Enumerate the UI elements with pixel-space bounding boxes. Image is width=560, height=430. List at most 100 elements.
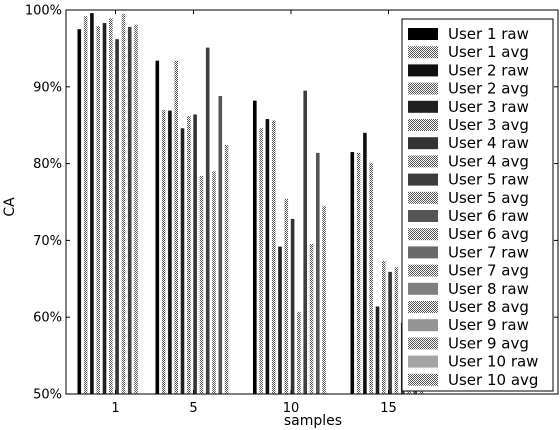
legend-label: User 5 avg [448, 189, 529, 207]
legend-swatch [408, 137, 438, 150]
bar [90, 13, 94, 394]
bar [271, 120, 276, 394]
bar [284, 198, 289, 394]
bar [180, 128, 185, 394]
y-tick-label: 70% [33, 234, 62, 249]
y-tick-label: 50% [33, 388, 62, 403]
bar [212, 171, 216, 394]
legend-swatch [408, 319, 438, 332]
bar [265, 119, 270, 394]
legend-swatch [408, 191, 438, 204]
bar [303, 90, 307, 394]
legend-swatch [408, 82, 438, 95]
bar [174, 60, 178, 394]
bar [290, 218, 295, 394]
legend-swatch [408, 228, 438, 241]
bar [187, 115, 191, 394]
x-tick-label: 1 [111, 401, 119, 416]
bar [127, 26, 132, 395]
legend-swatch [408, 28, 438, 40]
bar [77, 29, 82, 394]
legend-swatch [408, 282, 438, 295]
y-tick-label: 90% [33, 80, 62, 95]
bar [278, 246, 282, 394]
legend-label: User 6 avg [448, 225, 529, 243]
legend-label: User 1 raw [448, 25, 529, 43]
legend-swatch [408, 264, 438, 277]
y-tick-label: 60% [33, 311, 62, 326]
bar [109, 18, 113, 394]
legend-label: User 10 raw [448, 353, 538, 371]
legend-label: User 7 raw [448, 243, 529, 261]
bar [134, 24, 138, 395]
x-tick-label: 15 [380, 401, 397, 416]
legend-label: User 2 avg [448, 80, 529, 98]
legend-swatch [408, 246, 438, 259]
legend-swatch [408, 173, 438, 186]
legend-label: User 9 raw [448, 316, 529, 334]
x-axis: 1 5 10 15 [111, 10, 397, 416]
plot-frame [65, 9, 559, 395]
legend-swatch [408, 46, 438, 59]
bar [205, 47, 210, 394]
bar [297, 311, 301, 394]
bar [309, 244, 314, 394]
bar [218, 96, 223, 395]
y-axis: 50% 60% 70% 80% 90% 100% [25, 4, 558, 403]
bar [96, 26, 100, 394]
legend-label: User 8 raw [448, 280, 529, 298]
bar [369, 162, 373, 394]
legend-swatch [408, 337, 438, 350]
legend-swatch [408, 100, 438, 113]
bars-layer [77, 13, 424, 395]
bar [199, 175, 204, 394]
bar [224, 145, 229, 394]
bar [363, 132, 367, 394]
legend-label: User 5 raw [448, 171, 529, 189]
bar [350, 152, 355, 394]
legend-swatch [408, 301, 438, 313]
legend-label: User 8 avg [448, 298, 529, 316]
bar [322, 205, 326, 394]
y-tick-label: 100% [25, 4, 62, 19]
bar [356, 152, 361, 394]
bar [394, 267, 399, 394]
legend-label: User 6 raw [448, 207, 529, 225]
legend-label: User 1 avg [448, 43, 529, 61]
bar [375, 306, 380, 394]
legend-swatch [408, 155, 438, 168]
bar [193, 114, 197, 394]
bar [115, 39, 119, 395]
bar [102, 23, 107, 395]
x-tick-label: 5 [189, 401, 197, 416]
y-tick-label: 80% [33, 157, 62, 172]
bar [121, 13, 126, 395]
legend-label: User 9 avg [448, 334, 529, 352]
bar [316, 152, 320, 394]
bar [388, 271, 392, 394]
x-tick-label: 10 [283, 401, 300, 416]
bar [382, 261, 386, 394]
bar [161, 109, 166, 394]
legend-label: User 3 avg [448, 116, 529, 134]
bar [253, 100, 257, 395]
bar [168, 110, 172, 395]
legend-label: User 4 avg [448, 152, 529, 170]
legend-swatch [408, 119, 438, 131]
bar [83, 16, 88, 394]
y-axis-label: CA [2, 197, 18, 217]
legend-label: User 3 raw [448, 98, 529, 116]
legend-label: User 4 raw [448, 134, 529, 152]
legend-swatch [408, 373, 438, 386]
legend-swatch [408, 64, 438, 77]
legend-swatch [408, 355, 438, 368]
legend-label: User 10 avg [448, 371, 538, 389]
legend-label: User 7 avg [448, 262, 529, 280]
legend-label: User 2 raw [448, 61, 529, 79]
bar [259, 128, 263, 394]
legend-swatch [408, 210, 438, 222]
bar [155, 60, 160, 394]
x-axis-label: samples [284, 413, 342, 429]
